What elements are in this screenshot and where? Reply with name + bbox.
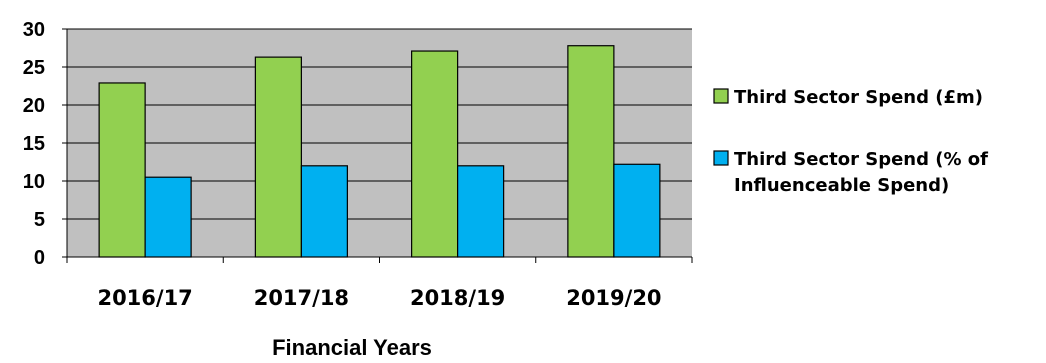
x-tick-label: 2019/20 <box>566 286 661 310</box>
x-axis-label: Financial Years <box>272 335 432 360</box>
bar-spend-pct-2019-20 <box>613 163 661 258</box>
x-tick-label: 2016/17 <box>97 286 192 310</box>
y-tick-label: 25 <box>23 57 45 79</box>
y-tick-label: 10 <box>23 171 45 193</box>
legend: Third Sector Spend (£m) Third Sector Spen… <box>713 87 988 196</box>
legend-swatch <box>713 150 729 166</box>
y-tick-label: 5 <box>34 209 45 231</box>
bar-spend-pct-2016-17 <box>144 176 192 258</box>
y-tick-label: 20 <box>23 95 45 117</box>
bar-spend-gbp-2017-18 <box>254 56 302 258</box>
legend-label: Third Sector Spend (£m) <box>734 87 983 108</box>
x-tick-label: 2018/19 <box>410 286 505 310</box>
bar-spend-gbp-2018-19 <box>411 50 459 258</box>
y-tick-label: 0 <box>34 247 45 269</box>
legend-swatch <box>713 88 729 104</box>
legend-label: Third Sector Spend (% of <box>734 149 988 170</box>
bars <box>98 45 661 258</box>
x-tick-label: 2017/18 <box>254 286 349 310</box>
legend-label: Influenceable Spend) <box>734 175 949 196</box>
bar-spend-gbp-2019-20 <box>567 45 615 258</box>
x-axis-ticks: 2016/17 2017/18 2018/19 2019/20 <box>66 257 693 310</box>
y-tick-label: 30 <box>23 19 45 41</box>
bar-spend-pct-2018-19 <box>457 165 505 258</box>
y-axis-ticks: 0 5 10 15 20 25 30 <box>23 19 67 269</box>
bar-spend-pct-2017-18 <box>300 165 348 258</box>
y-tick-label: 15 <box>23 133 45 155</box>
bar-spend-gbp-2016-17 <box>98 82 146 258</box>
